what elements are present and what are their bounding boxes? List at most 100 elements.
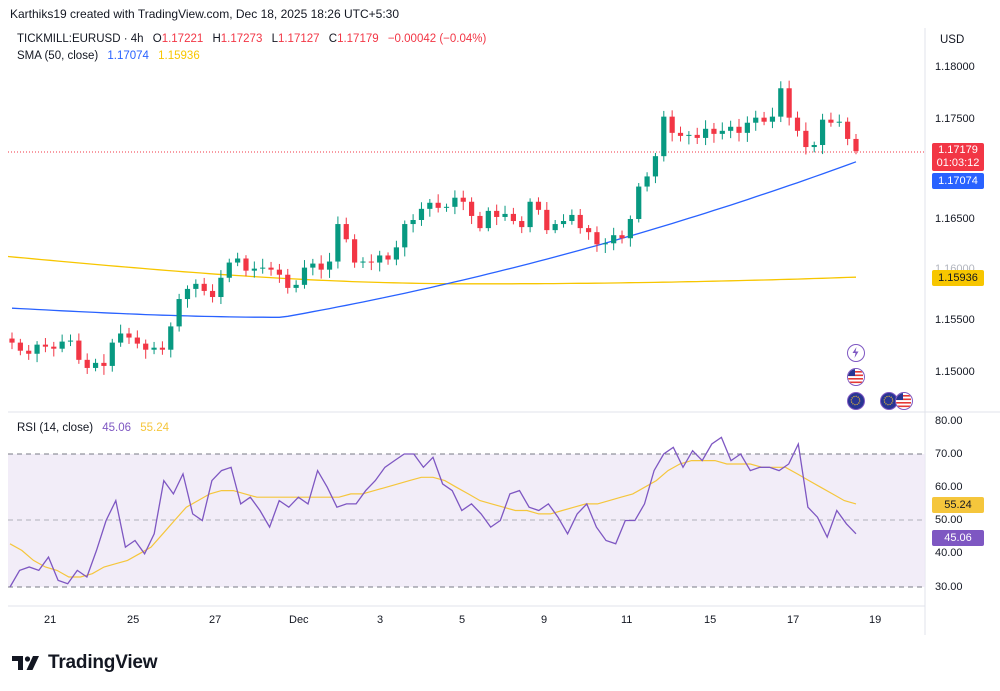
candle-body — [26, 350, 32, 354]
candle-body — [184, 288, 191, 300]
candle-body — [410, 220, 416, 225]
candle-body — [92, 362, 99, 368]
candle-body — [811, 145, 817, 148]
candle-body — [335, 224, 341, 262]
rsi-tick: 30.00 — [935, 581, 963, 593]
candle-body — [452, 197, 458, 207]
ohlc-legend[interactable]: TICKMILL:EURUSD · 4h O1.17221 H1.17273 L… — [17, 33, 486, 45]
candle-body — [402, 224, 408, 248]
candle-body — [769, 116, 776, 122]
candle-body — [652, 156, 659, 177]
candle-body — [694, 134, 700, 138]
candle-body — [611, 235, 617, 244]
currency-label[interactable]: USD — [940, 34, 965, 46]
rsi-label[interactable]: RSI (14, close) — [17, 422, 94, 434]
candle-body — [352, 239, 358, 263]
rsi-ma-value: 55.24 — [140, 422, 170, 434]
candle-body — [251, 268, 257, 271]
price-tick: 1.18000 — [935, 61, 975, 73]
sma-slow-tag: 1.15936 — [932, 270, 984, 286]
low-label: L — [271, 33, 278, 45]
candle-body — [502, 213, 508, 217]
candle-body — [627, 218, 633, 239]
candle-body — [519, 221, 525, 228]
candle-body — [235, 258, 241, 263]
candle-body — [477, 215, 483, 229]
sma-slow-path — [7, 255, 857, 285]
candle-body — [168, 326, 174, 350]
sma-fast-value: 1.17074 — [107, 50, 149, 62]
lightning-icon[interactable] — [847, 344, 865, 362]
eu-flag-icon[interactable] — [847, 392, 865, 410]
candle-body — [527, 201, 533, 228]
candle-body — [285, 274, 291, 288]
candle-body — [828, 119, 834, 123]
candle-body — [368, 261, 374, 263]
candle-body — [51, 346, 57, 349]
us-flag-icon — [896, 393, 911, 408]
candle-body — [201, 283, 207, 291]
time-label: 5 — [459, 614, 466, 626]
sma-50-slow-line — [7, 255, 857, 285]
candle-body — [427, 202, 433, 209]
brand-name: TradingView — [48, 652, 158, 673]
candle-body — [736, 126, 742, 133]
rsi-path — [9, 436, 857, 588]
candle-body — [435, 202, 441, 208]
high-value: 1.17273 — [220, 33, 263, 45]
candle-body — [226, 262, 232, 278]
us-flag-icon[interactable] — [847, 368, 865, 386]
sma-legend[interactable]: SMA (50, close) 1.17074 1.15936 — [17, 50, 200, 62]
sma-slow-value: 1.15936 — [158, 50, 200, 62]
symbol-label[interactable]: TICKMILL:EURUSD · 4h — [17, 33, 144, 45]
candlestick-series[interactable] — [9, 80, 859, 375]
candle-body — [661, 116, 667, 157]
candle-body — [686, 134, 692, 136]
tradingview-logo[interactable]: TradingView — [12, 652, 158, 674]
candle-body — [126, 333, 132, 338]
time-label: 21 — [44, 614, 57, 626]
candle-body — [719, 130, 725, 134]
sma-label[interactable]: SMA (50, close) — [17, 50, 99, 62]
candle-body — [67, 340, 74, 342]
time-label: 15 — [704, 614, 717, 626]
close-value: 1.17179 — [337, 33, 379, 45]
rsi-tick: 60.00 — [935, 481, 963, 493]
candle-body — [17, 342, 23, 351]
rsi-ma-path — [9, 460, 857, 578]
candle-body — [761, 117, 767, 122]
price-tick: 1.15500 — [935, 314, 975, 326]
candle-body — [151, 347, 157, 350]
candle-body — [84, 359, 90, 368]
candle-body — [711, 128, 717, 134]
candle-body — [836, 121, 842, 123]
candle-body — [393, 247, 399, 260]
candle-body — [569, 214, 575, 222]
time-label: 25 — [127, 614, 140, 626]
us-flag-icon[interactable] — [895, 392, 913, 410]
time-label: Dec — [289, 614, 309, 626]
candle-body — [101, 362, 107, 366]
last-price-value: 1.17179 — [938, 144, 978, 156]
candle-body — [443, 206, 450, 208]
candle-body — [585, 228, 592, 233]
candle-body — [677, 132, 684, 136]
rsi-value: 45.06 — [102, 422, 132, 434]
candle-body — [326, 261, 333, 270]
candle-body — [118, 333, 124, 343]
eu-flag-icon — [883, 395, 894, 406]
candle-body — [42, 344, 49, 347]
low-value: 1.17127 — [277, 33, 320, 45]
price-tick: 1.15000 — [935, 366, 975, 378]
time-label: 19 — [869, 614, 882, 626]
price-tick: 1.17500 — [935, 113, 975, 125]
rsi-legend[interactable]: RSI (14, close) 45.06 55.24 — [17, 422, 169, 434]
tradingview-logo-icon — [12, 656, 39, 670]
candle-body — [318, 263, 324, 270]
candle-body — [494, 210, 500, 217]
last-price-tag: 1.17179 01:03:12 — [932, 143, 984, 171]
candle-body — [577, 214, 583, 229]
rsi-tag: 45.06 — [932, 530, 984, 546]
candle-body — [778, 88, 784, 117]
